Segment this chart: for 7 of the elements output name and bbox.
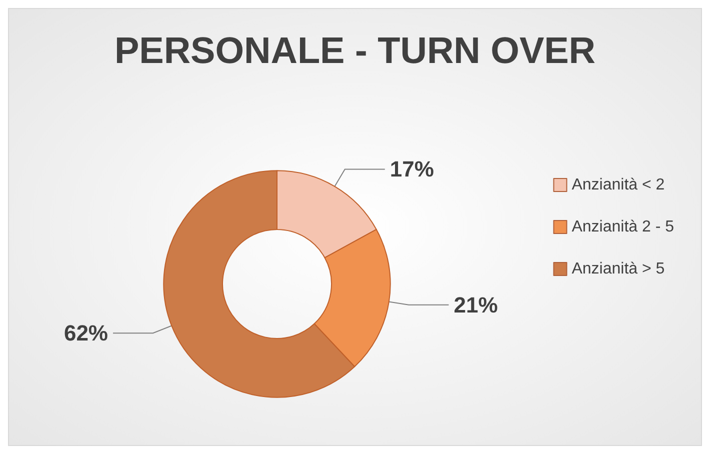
data-label: 62% (64, 320, 108, 346)
legend-label: Anzianità < 2 (572, 176, 665, 194)
chart-title: PERSONALE - TURN OVER (114, 30, 596, 71)
data-label: 17% (390, 156, 434, 182)
legend-label: Anzianità > 5 (572, 260, 665, 278)
data-label: 21% (454, 292, 498, 318)
legend-label: Anzianità 2 - 5 (572, 218, 674, 236)
